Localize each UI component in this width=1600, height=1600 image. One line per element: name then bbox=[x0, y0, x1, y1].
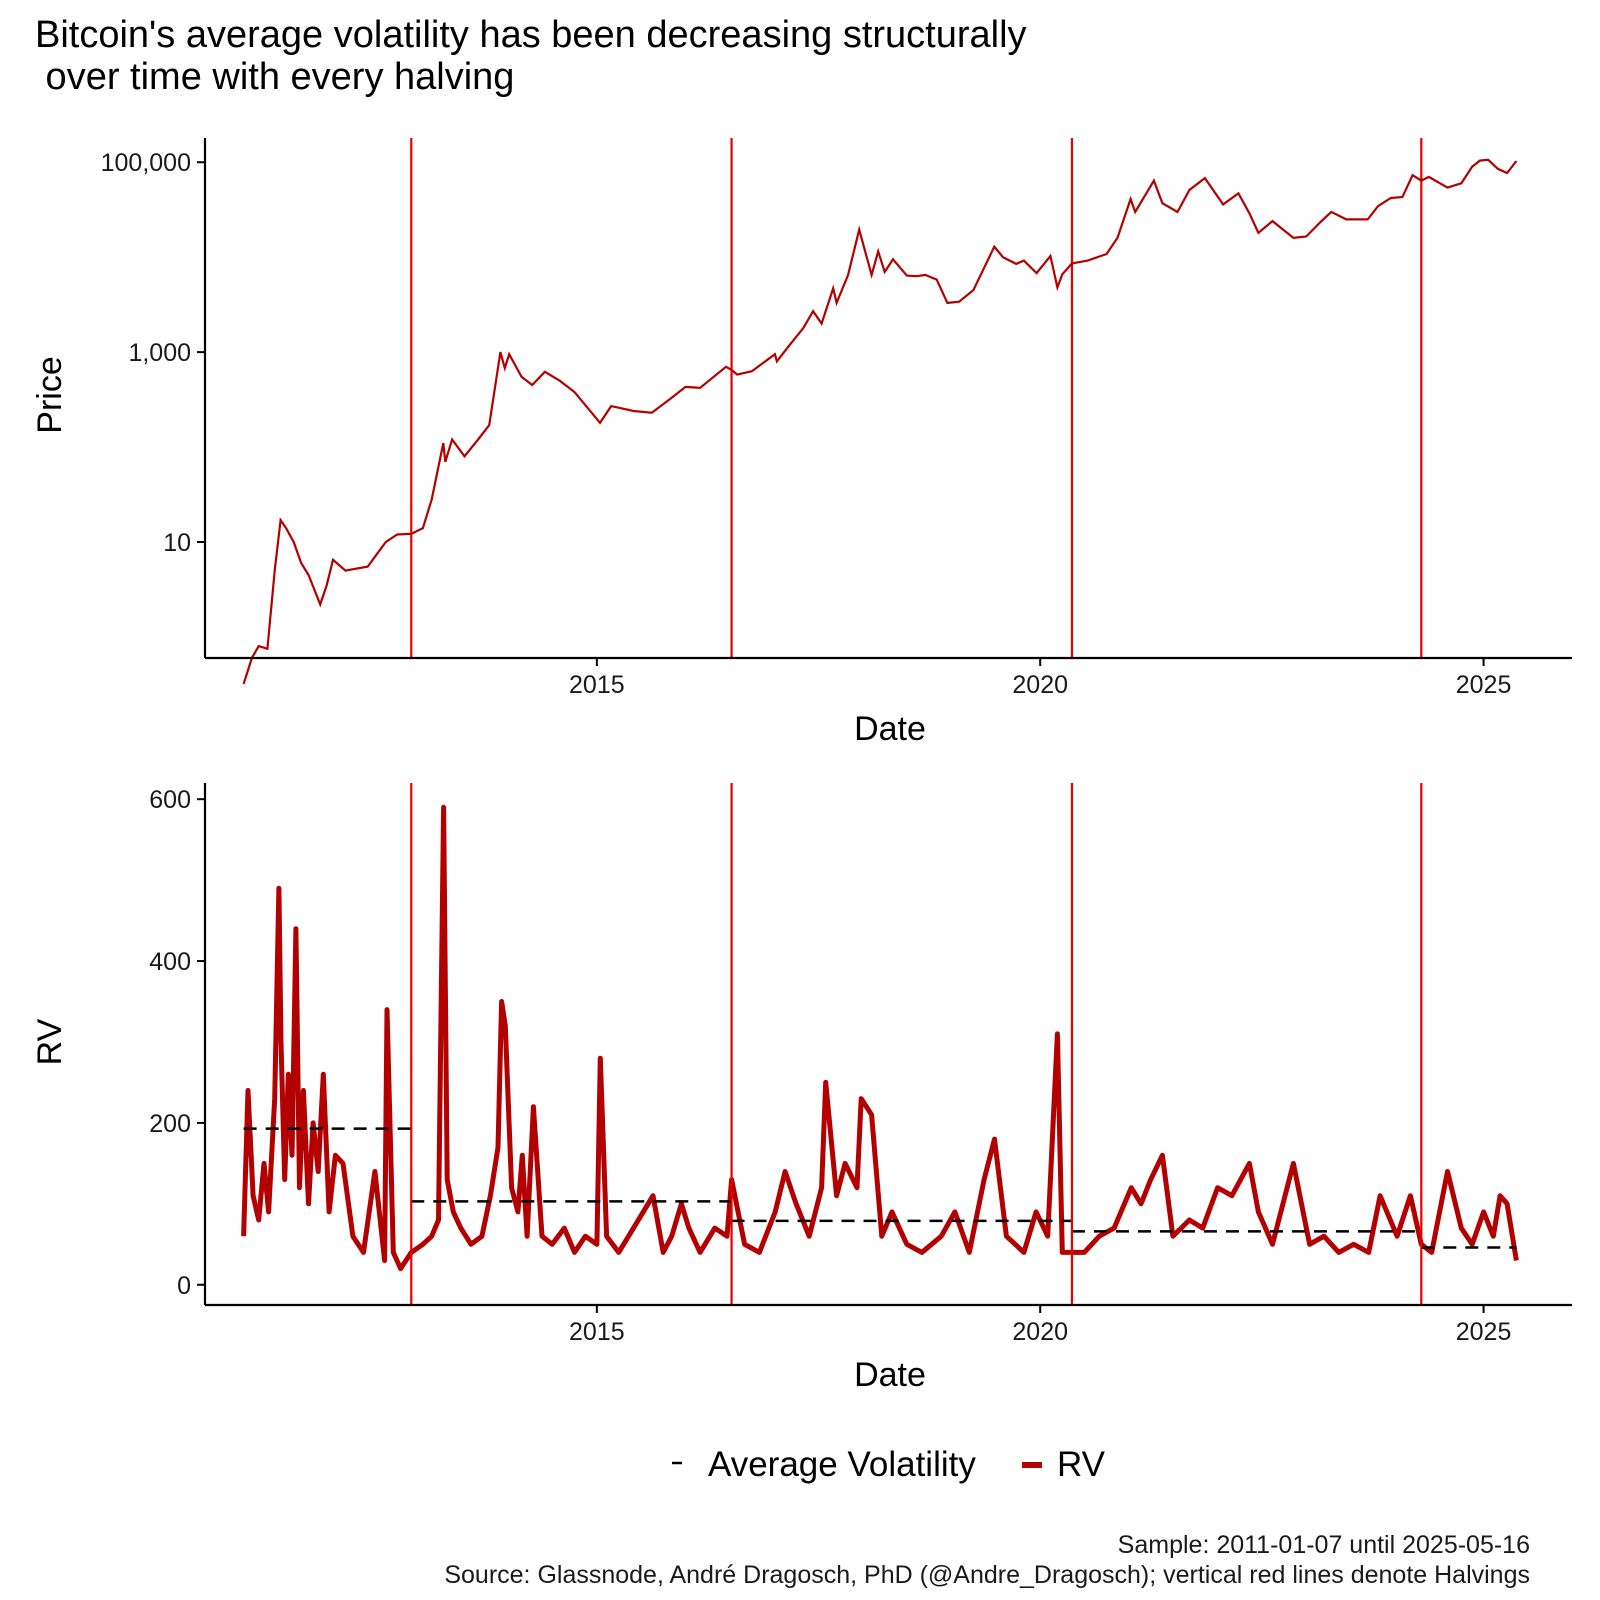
caption: Sample: 2011-01-07 until 2025-05-16 Sour… bbox=[444, 1530, 1530, 1590]
y-tick-label: 0 bbox=[177, 1272, 191, 1300]
price-x-ticks: 2015 2020 2025 bbox=[569, 658, 1511, 699]
price-y-ticks: 10 1,000 100,000 bbox=[101, 149, 205, 557]
average-volatility-line bbox=[243, 1127, 1517, 1249]
y-tick-label: 400 bbox=[149, 948, 191, 976]
price-panel: 10 1,000 100,000 2015 2020 2025 Price Date bbox=[31, 138, 1572, 748]
legend: Average Volatility RV bbox=[672, 1445, 1106, 1484]
price-halving-lines bbox=[410, 138, 1423, 658]
legend-label-average-volatility: Average Volatility bbox=[708, 1445, 976, 1484]
y-tick-label: 100,000 bbox=[101, 149, 191, 177]
x-tick-label: 2015 bbox=[569, 1318, 625, 1346]
price-x-axis-title: Date bbox=[854, 710, 926, 748]
legend-label-rv: RV bbox=[1057, 1445, 1106, 1484]
rv-halving-lines bbox=[410, 783, 1423, 1305]
y-tick-label: 1,000 bbox=[128, 339, 191, 367]
x-tick-label: 2020 bbox=[1012, 1318, 1068, 1346]
y-tick-label: 600 bbox=[149, 786, 191, 814]
rv-x-ticks: 2015 2020 2025 bbox=[569, 1305, 1511, 1346]
rv-series-line bbox=[241, 804, 1519, 1272]
rv-y-ticks: 0 200 400 600 bbox=[149, 786, 205, 1300]
price-y-axis-title: Price bbox=[31, 356, 69, 433]
y-tick-label: 10 bbox=[163, 529, 191, 557]
y-tick-label: 200 bbox=[149, 1110, 191, 1138]
rv-y-axis-title: RV bbox=[31, 1018, 69, 1065]
chart-title: Bitcoin's average volatility has been de… bbox=[35, 14, 1027, 98]
caption-source: Source: Glassnode, André Dragosch, PhD (… bbox=[444, 1561, 1530, 1589]
x-tick-label: 2015 bbox=[569, 671, 625, 699]
x-tick-label: 2025 bbox=[1456, 671, 1512, 699]
x-tick-label: 2025 bbox=[1456, 1318, 1512, 1346]
rv-x-axis-title: Date bbox=[854, 1356, 926, 1394]
rv-panel: 0 200 400 600 2015 2020 2025 RV Date bbox=[31, 783, 1572, 1394]
price-series-line bbox=[242, 158, 1518, 685]
caption-sample: Sample: 2011-01-07 until 2025-05-16 bbox=[1117, 1531, 1530, 1559]
x-tick-label: 2020 bbox=[1012, 671, 1068, 699]
